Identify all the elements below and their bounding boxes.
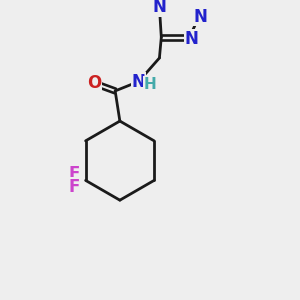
Text: H: H [144,77,156,92]
Text: F: F [69,165,80,183]
Text: N: N [132,73,145,91]
Text: N: N [152,0,167,16]
Text: N: N [184,30,198,48]
Text: N: N [194,8,208,26]
Text: F: F [69,178,80,196]
Text: O: O [87,74,102,92]
